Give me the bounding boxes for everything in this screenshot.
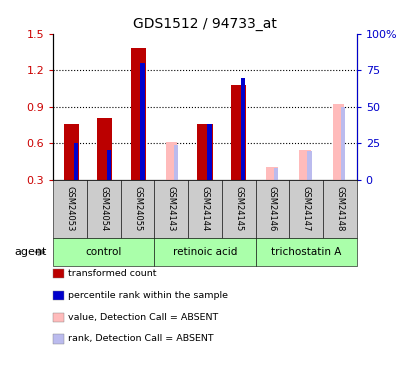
Text: GSM24144: GSM24144 [200, 186, 209, 232]
Text: retinoic acid: retinoic acid [172, 247, 237, 257]
Bar [165, 142, 177, 180]
Bar [64, 124, 79, 180]
Bar [140, 63, 144, 180]
Text: rank, Detection Call = ABSENT: rank, Detection Call = ABSENT [68, 334, 213, 344]
Title: GDS1512 / 94733_at: GDS1512 / 94733_at [133, 17, 276, 32]
Bar [197, 124, 212, 180]
Bar [332, 104, 344, 180]
Text: GSM24148: GSM24148 [335, 186, 344, 232]
Bar [130, 48, 146, 180]
Bar [273, 168, 277, 180]
Text: transformed count: transformed count [68, 269, 157, 278]
Text: trichostatin A: trichostatin A [270, 247, 340, 257]
Bar [230, 85, 245, 180]
Bar [107, 150, 111, 180]
Text: percentile rank within the sample: percentile rank within the sample [68, 291, 228, 300]
Bar [74, 144, 78, 180]
Bar [97, 118, 112, 180]
Bar [240, 78, 244, 180]
Text: GSM24145: GSM24145 [234, 186, 243, 232]
Bar [265, 166, 277, 180]
Bar [299, 150, 310, 180]
Bar [306, 152, 311, 180]
Text: agent: agent [14, 247, 47, 257]
Text: GSM24053: GSM24053 [65, 186, 74, 232]
Text: control: control [85, 247, 122, 257]
Text: GSM24143: GSM24143 [166, 186, 175, 232]
Text: GSM24146: GSM24146 [267, 186, 276, 232]
Bar [173, 145, 178, 180]
Text: GSM24054: GSM24054 [99, 186, 108, 232]
Bar [340, 107, 344, 180]
Bar [207, 124, 211, 180]
Text: value, Detection Call = ABSENT: value, Detection Call = ABSENT [68, 313, 218, 322]
Text: GSM24147: GSM24147 [301, 186, 310, 232]
Text: GSM24055: GSM24055 [133, 186, 142, 232]
